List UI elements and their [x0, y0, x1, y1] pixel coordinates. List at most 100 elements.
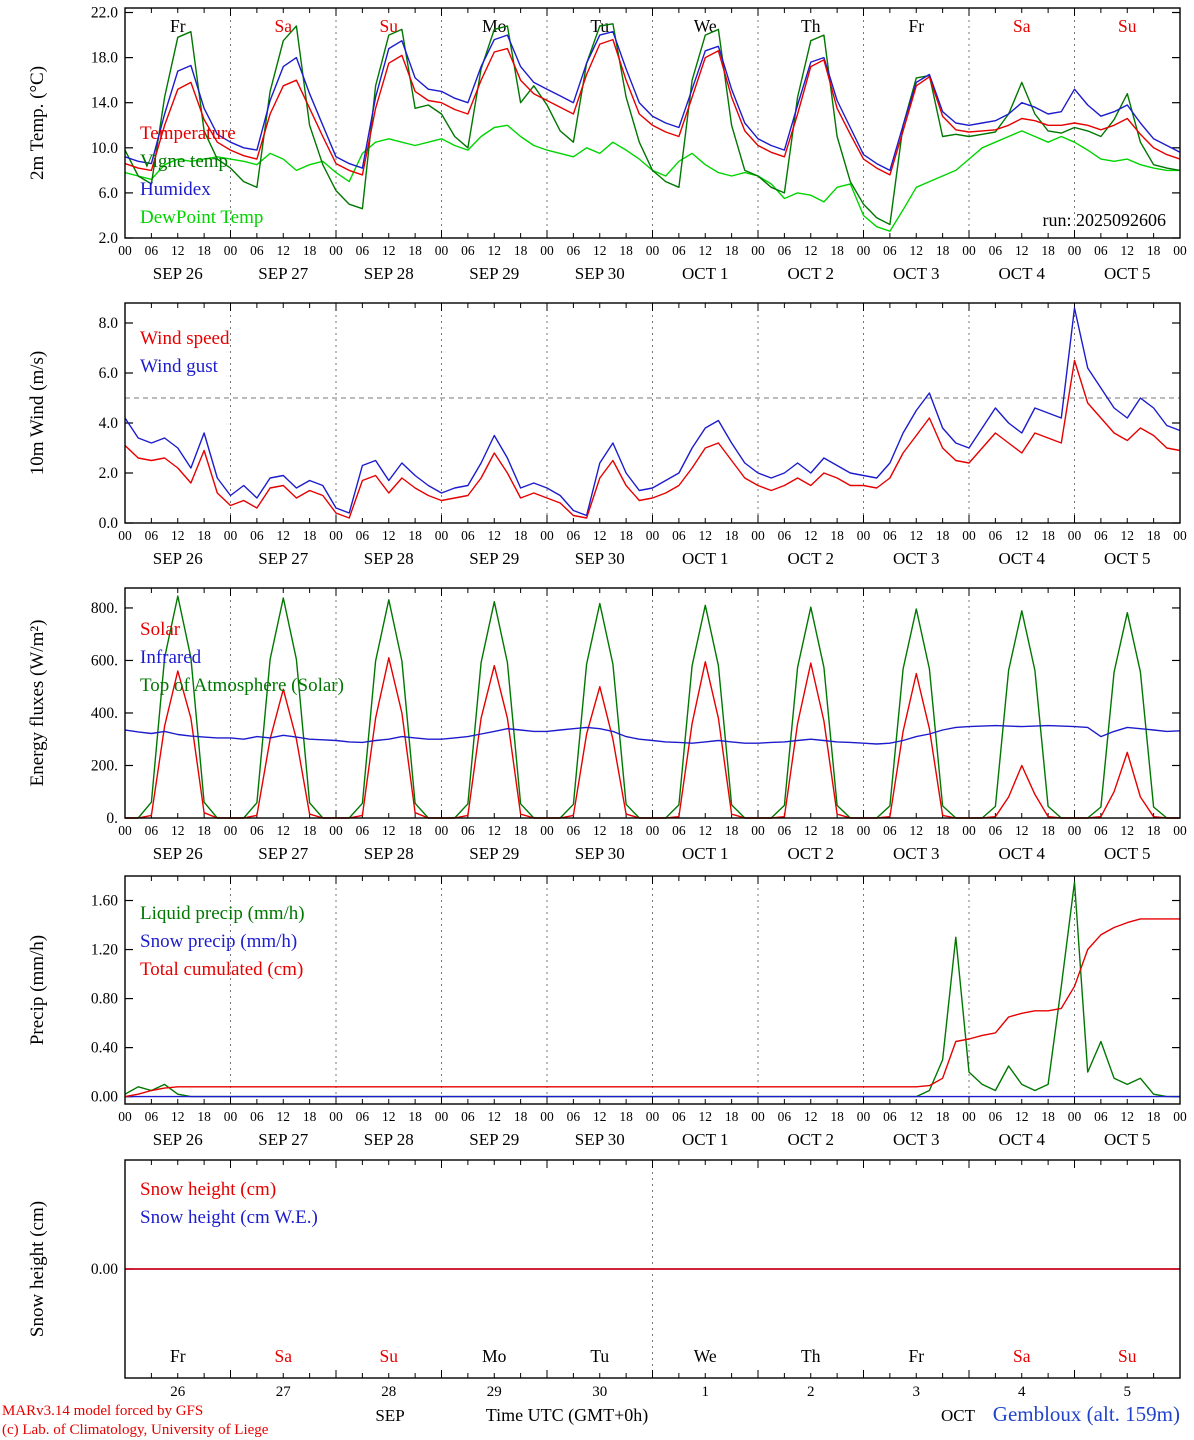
hour-tick-label: 12 — [804, 1109, 818, 1124]
hour-tick-label: 06 — [989, 1109, 1003, 1124]
hour-tick-label: 12 — [382, 528, 396, 543]
hour-tick-label: 00 — [224, 823, 238, 838]
hour-tick-label: 06 — [461, 823, 475, 838]
hour-tick-label: 06 — [1094, 1109, 1108, 1124]
hour-tick-label: 12 — [804, 528, 818, 543]
hour-tick-label: 00 — [118, 823, 132, 838]
hour-tick-label: 12 — [171, 243, 185, 258]
y-tick-label: 0.00 — [91, 1089, 118, 1106]
hour-tick-label: 12 — [699, 528, 713, 543]
y-tick-label: 4.0 — [99, 415, 119, 432]
legend-precip: Liquid precip (mm/h) Snow precip (mm/h) … — [140, 900, 305, 984]
hour-tick-label: 18 — [408, 1109, 422, 1124]
y-tick-label: 0.40 — [91, 1040, 118, 1057]
plot-frame — [124, 875, 1181, 1105]
date-label: SEP 30 — [575, 549, 625, 568]
hour-tick-label: 00 — [1173, 823, 1187, 838]
series-infrared-line — [124, 724, 1181, 745]
hour-tick-label: 18 — [725, 823, 739, 838]
hour-tick-label: 12 — [804, 823, 818, 838]
date-label: OCT 2 — [788, 264, 834, 283]
run-label: run: 2025092606 — [1042, 210, 1167, 230]
hour-tick-label: 18 — [1147, 528, 1161, 543]
weekday-label: Sa — [275, 1346, 293, 1366]
date-label: OCT 3 — [893, 549, 939, 568]
hour-tick-label: 06 — [356, 243, 370, 258]
hour-tick-label: 12 — [1121, 243, 1135, 258]
hour-tick-label: 18 — [197, 1109, 211, 1124]
weekday-label: Sa — [275, 16, 293, 36]
y-tick-label: 400. — [91, 705, 118, 722]
date-label: OCT 3 — [893, 1130, 939, 1149]
station-label: Gembloux (alt. 159m) — [992, 1402, 1180, 1426]
hour-tick-label: 18 — [830, 1109, 844, 1124]
hour-tick-label: 00 — [751, 528, 765, 543]
hour-tick-label: 18 — [514, 1109, 528, 1124]
hour-tick-label: 06 — [989, 823, 1003, 838]
day-number-label: 5 — [1124, 1384, 1132, 1400]
series-wind-gust-line — [124, 307, 1181, 517]
hour-tick-label: 18 — [830, 823, 844, 838]
date-label: OCT 5 — [1104, 1130, 1150, 1149]
hour-tick-label: 18 — [830, 243, 844, 258]
weekday-label: Mo — [482, 16, 507, 36]
hour-tick-label: 18 — [303, 528, 317, 543]
legend-item-total-cumulated: Total cumulated (cm) — [140, 959, 304, 980]
weekday-label: Th — [801, 1346, 821, 1366]
legend-item-infrared: Infrared — [140, 647, 202, 668]
date-label: SEP 30 — [575, 1130, 625, 1149]
hour-tick-label: 18 — [725, 1109, 739, 1124]
hour-tick-label: 06 — [989, 528, 1003, 543]
hour-tick-label: 00 — [857, 243, 871, 258]
hour-tick-label: 00 — [118, 1109, 132, 1124]
hour-tick-label: 00 — [435, 243, 449, 258]
date-label: OCT 2 — [788, 1130, 834, 1149]
series-vigne-temp-line — [124, 23, 1181, 226]
date-label: SEP 28 — [364, 549, 414, 568]
legend-item-snow-precip: Snow precip (mm/h) — [140, 931, 298, 952]
y-tick-label: 0.00 — [91, 1261, 118, 1278]
temperature-panel: 2.0 6.0 10.0 14.0 18.0 22.0 00 06 12 18 00 06 12 18 00… — [91, 5, 1187, 283]
hour-tick-label: 06 — [567, 243, 581, 258]
hour-tick-label: 18 — [303, 823, 317, 838]
hour-tick-label: 00 — [962, 1109, 976, 1124]
energy-panel: 0. 200. 400. 600. 800. 00 06 12 18 00 06 12 18 00 06 12… — [91, 587, 1187, 863]
weekday-label: Sa — [1013, 1346, 1031, 1366]
hour-tick-label: 12 — [488, 1109, 502, 1124]
weekday-label: Fr — [908, 1346, 924, 1366]
date-label: OCT 1 — [682, 1130, 728, 1149]
hour-tick-label: 00 — [1068, 528, 1082, 543]
hour-tick-label: 06 — [672, 1109, 686, 1124]
date-label: SEP 30 — [575, 264, 625, 283]
hour-tick-label: 18 — [936, 243, 950, 258]
plot-frame — [124, 7, 1181, 239]
hour-tick-label: 00 — [962, 528, 976, 543]
y-tick-label: 2.0 — [99, 230, 119, 247]
hour-tick-label: 06 — [250, 823, 264, 838]
wind-panel: 0.0 2.0 4.0 6.0 8.0 00 06 12 18 00 06 12 18 00 06 12 18 0… — [99, 302, 1187, 568]
legend-energy: Solar Infrared Top of Atmosphere (Solar) — [140, 616, 344, 700]
y-tick-label: 200. — [91, 757, 118, 774]
weekday-label: Fr — [170, 16, 186, 36]
hour-tick-label: 06 — [989, 243, 1003, 258]
weekday-label: Fr — [170, 1346, 186, 1366]
date-label: SEP 27 — [258, 844, 308, 863]
hour-tick-label: 12 — [593, 243, 607, 258]
hour-tick-label: 06 — [250, 528, 264, 543]
y-tick-label: 22.0 — [91, 5, 118, 22]
hour-tick-label: 18 — [1041, 528, 1055, 543]
legend-snow: Snow height (cm) Snow height (cm W.E.) — [140, 1176, 318, 1232]
month-label-oct: OCT — [941, 1406, 975, 1425]
hour-tick-label: 00 — [435, 1109, 449, 1124]
hour-tick-label: 18 — [514, 243, 528, 258]
hour-tick-label: 06 — [1094, 528, 1108, 543]
hour-tick-label: 06 — [356, 823, 370, 838]
y-tick-label: 8.0 — [99, 315, 119, 332]
time-axis-label: Time UTC (GMT+0h) — [485, 1405, 649, 1425]
weekday-label: Su — [380, 1346, 399, 1366]
hour-tick-label: 00 — [435, 823, 449, 838]
legend-item-solar: Solar — [140, 619, 181, 640]
hour-tick-label: 06 — [883, 243, 897, 258]
weekday-label: Tu — [590, 1346, 609, 1366]
